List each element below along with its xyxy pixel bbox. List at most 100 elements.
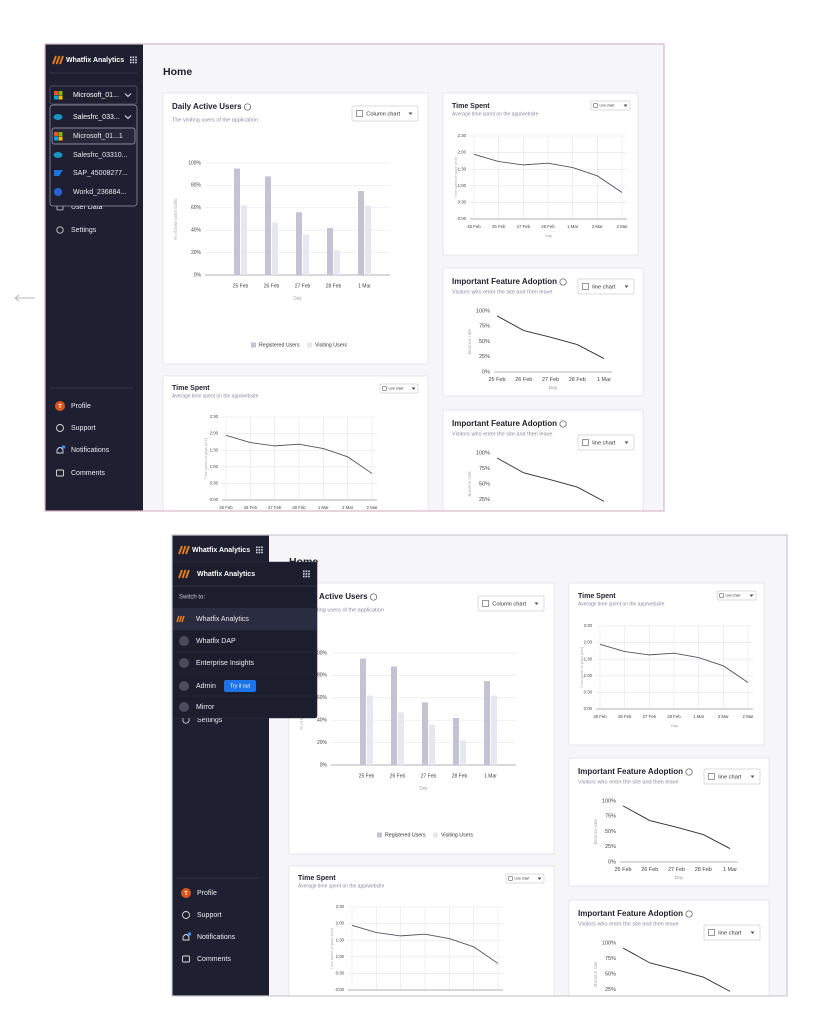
product-icon <box>179 681 189 691</box>
chart-type-label: line chart <box>592 284 615 290</box>
footer-nav-item: Comments <box>71 470 105 477</box>
chart-type-label: Line chart <box>515 877 530 881</box>
dropdown-caret <box>534 602 539 605</box>
y-tick-label: 0:00 <box>210 497 219 502</box>
bar <box>272 222 278 275</box>
y-tick-label: 2:30 <box>584 623 593 628</box>
logo <box>176 615 185 623</box>
line <box>622 805 731 849</box>
page-title: Home <box>163 66 192 78</box>
settings-icon <box>56 226 64 234</box>
y-tick-label: 50% <box>479 481 490 487</box>
y-tick-label: 0% <box>320 762 328 768</box>
y-tick-label: 25% <box>479 497 490 503</box>
account-name: Microsoft_01... <box>73 92 119 99</box>
switcher-item: Enterprise Insights <box>196 660 254 667</box>
y-tick-label: 0:30 <box>584 690 593 695</box>
y-tick-label: 75% <box>605 814 616 820</box>
y-axis-label: Bounce rate <box>593 819 598 845</box>
bell-icon <box>182 934 190 941</box>
app-grid-icon <box>308 570 310 573</box>
y-tick-label: 1:00 <box>584 673 593 678</box>
app-grid-icon <box>135 61 137 64</box>
info-icon <box>243 103 252 111</box>
chart-title: Time Spent <box>298 875 336 882</box>
microsoft-icon <box>58 136 63 141</box>
app-grid-icon <box>303 575 305 578</box>
x-tick-label: 1 Mar <box>358 283 371 289</box>
x-tick-label: 28 Feb <box>541 224 555 229</box>
legend-swatch <box>251 342 256 348</box>
chart-card <box>442 409 644 511</box>
comment-icon <box>56 469 64 477</box>
line <box>351 924 499 964</box>
app-grid-icon <box>305 570 308 573</box>
x-tick-label: 28 Feb <box>667 714 681 719</box>
legend-label: Registered Users <box>259 342 300 348</box>
switcher-title: Whatfix Analytics <box>197 571 255 578</box>
bar <box>491 695 497 765</box>
x-tick-label: 27 Feb <box>542 520 559 526</box>
app-grid-icon <box>132 59 135 61</box>
y-tick-label: 0:00 <box>584 706 593 711</box>
chart-type-dropdown <box>716 590 757 601</box>
y-tick-label: 1:30 <box>584 656 593 661</box>
y-tick-label: 100% <box>602 940 616 946</box>
x-tick-label: 27 Feb <box>295 283 311 289</box>
app-grid-icon <box>261 549 263 551</box>
x-tick-label: 1 Mar <box>597 377 611 383</box>
x-axis-label: Day <box>549 528 558 534</box>
dropdown-icon <box>708 773 715 780</box>
y-axis-label: Bounce rate <box>467 329 472 355</box>
x-tick-label: 25 Feb <box>488 520 505 526</box>
chart-type-dropdown <box>590 100 631 111</box>
switcher-item-active <box>172 608 317 630</box>
y-tick-label: 25% <box>605 844 616 850</box>
chart-subtitle: The visiting users of the application <box>298 607 384 613</box>
workday-icon <box>54 188 62 196</box>
chart-type-dropdown <box>477 595 545 612</box>
app-grid-icon <box>261 551 263 554</box>
info-icon <box>559 420 567 428</box>
brand-name: Whatfix Analytics <box>192 547 250 554</box>
avatar-initial: T <box>58 404 62 410</box>
y-tick-label: 0:00 <box>458 216 467 221</box>
x-tick-label: 2 Mar <box>718 714 730 719</box>
x-tick-label: 25 Feb <box>614 1010 631 1016</box>
x-axis-label: Day <box>296 514 303 519</box>
x-tick-label: 1 Mar <box>318 505 330 510</box>
chevron <box>124 93 132 98</box>
support-icon <box>182 911 190 919</box>
x-tick-label: 28 Feb <box>569 377 586 383</box>
chart-title: Important Feature Adoption <box>452 419 557 428</box>
notification-dot <box>187 932 192 936</box>
x-tick-label: 26 Feb <box>390 773 406 779</box>
info-icon <box>369 593 378 601</box>
x-axis-label: Day <box>545 233 552 238</box>
app-item: SAP_45008277... <box>73 170 128 177</box>
y-tick-label: 50% <box>605 971 616 977</box>
logo <box>52 55 64 65</box>
dropdown-icon <box>719 593 724 598</box>
x-tick-label: 26 Feb <box>618 714 632 719</box>
x-tick-label: 1 Mar <box>723 1010 737 1016</box>
y-tick-label: 1:30 <box>458 166 467 171</box>
x-axis-label: Day <box>675 875 684 881</box>
switcher-label: Switch to: <box>179 595 205 601</box>
chart-type-label: Line chart <box>600 104 615 108</box>
x-axis-label: Day <box>549 385 558 391</box>
switcher-item: Whatfix DAP <box>196 638 236 645</box>
x-tick-label: 25 Feb <box>593 714 607 719</box>
chart-subtitle: Visitors who enter the site and then lea… <box>578 921 679 927</box>
y-axis-label: Time spent on page (min) <box>204 438 208 479</box>
chart-type-dropdown <box>703 924 761 941</box>
legend-swatch <box>433 832 438 838</box>
x-axis-label: Day <box>422 1004 429 1009</box>
footer-nav-item: Profile <box>197 890 217 897</box>
app-item: Workd_236884... <box>73 189 126 196</box>
app-item-highlight <box>51 127 136 145</box>
chart-type-label: Line chart <box>389 387 404 391</box>
app-grid-icon <box>258 551 261 554</box>
chart-title: Daily Active Users <box>172 102 242 111</box>
x-tick-label: 2 Mar <box>367 505 379 510</box>
